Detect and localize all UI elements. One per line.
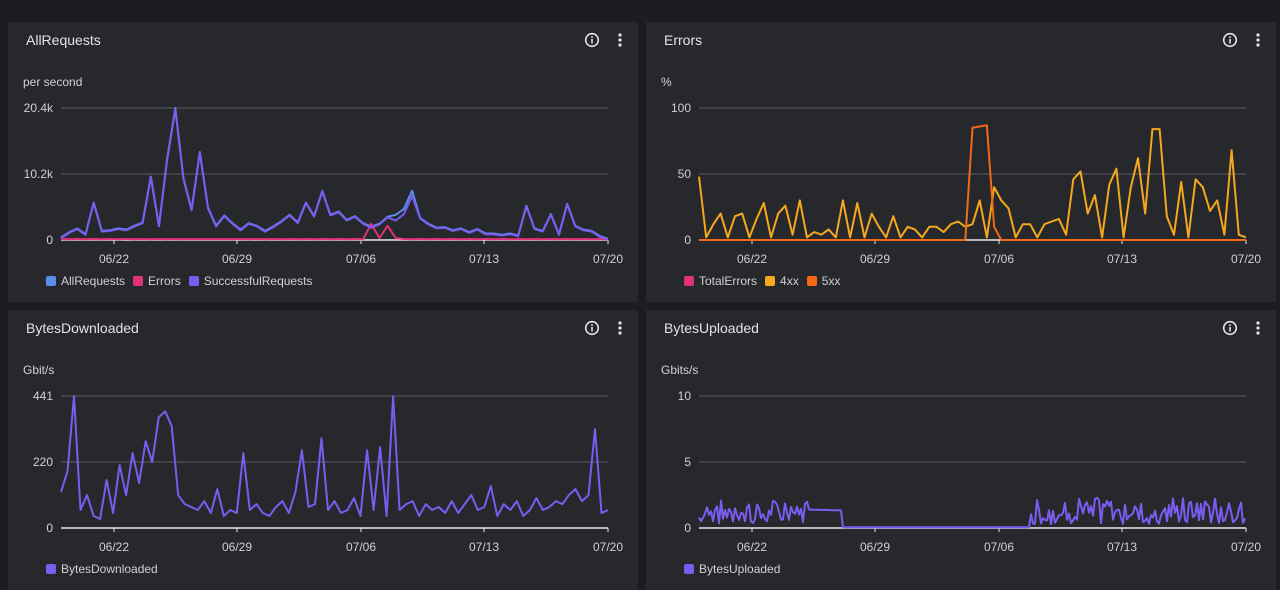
chart-all-requests: 0 10.2k 20.4k 06/22 06/29 07/06 07/13 07/20 xyxy=(24,101,624,266)
legend-label: SuccessfulRequests xyxy=(203,274,313,288)
legend-label: TotalErrors xyxy=(699,274,758,288)
y-axis-unit: per second xyxy=(23,75,83,89)
more-vert-icon[interactable] xyxy=(610,318,630,338)
panel-title: BytesDownloaded xyxy=(26,320,139,336)
y-tick-label: 10 xyxy=(678,389,692,403)
legend-item[interactable]: 4xx xyxy=(765,274,799,288)
panel-bytes-uploaded: BytesUploaded Gbits/s 0 5 10 06/22 06/29 07/0… xyxy=(646,310,1276,590)
x-tick-label: 06/29 xyxy=(222,540,252,554)
y-tick-label: 0 xyxy=(684,521,691,535)
y-tick-label: 20.4k xyxy=(24,101,54,115)
legend-item[interactable]: 5xx xyxy=(806,274,841,288)
panel-title: Errors xyxy=(664,32,703,48)
legend-swatch xyxy=(806,276,817,286)
chart-errors: 0 50 100 06/22 06/29 07/06 07/13 07/20 xyxy=(671,101,1261,266)
x-tick-label: 06/22 xyxy=(737,540,767,554)
y-tick-label: 0 xyxy=(46,233,53,247)
legend-swatch xyxy=(133,276,144,286)
x-tick-label: 07/20 xyxy=(1231,252,1261,266)
panel-all-requests: AllRequests per second 0 10.2k 20.4k 06/22 0… xyxy=(8,22,638,302)
legend-label: 5xx xyxy=(821,274,841,288)
series-line-bytesuploaded xyxy=(698,496,1246,529)
info-icon[interactable] xyxy=(1220,318,1240,338)
legend-label: 4xx xyxy=(780,274,799,288)
x-tick-label: 07/20 xyxy=(1231,540,1261,554)
legend: TotalErrors 4xx 5xx xyxy=(684,274,840,288)
legend-swatch xyxy=(684,276,694,286)
y-tick-label: 100 xyxy=(671,101,691,115)
y-tick-label: 10.2k xyxy=(24,167,54,181)
y-axis-unit: Gbits/s xyxy=(661,363,699,377)
legend: BytesDownloaded xyxy=(46,562,158,576)
legend-swatch xyxy=(765,276,776,286)
y-axis-unit: % xyxy=(661,75,672,89)
series-line-successfulrequests xyxy=(60,108,609,241)
x-tick-label: 07/20 xyxy=(593,540,623,554)
y-tick-label: 0 xyxy=(684,233,691,247)
legend: BytesUploaded xyxy=(684,562,780,576)
legend-item[interactable]: AllRequests xyxy=(46,274,125,288)
legend-swatch xyxy=(46,276,56,286)
x-tick-label: 06/29 xyxy=(222,252,252,266)
x-tick-label: 07/20 xyxy=(593,252,623,266)
x-tick-label: 06/22 xyxy=(737,252,767,266)
x-tick-label: 06/22 xyxy=(99,252,129,266)
legend-swatch xyxy=(46,564,56,574)
panel-errors: Errors % 0 50 100 06/22 06/29 07/06 07/13 07/20… xyxy=(646,22,1276,302)
x-tick-label: 06/29 xyxy=(860,252,890,266)
x-tick-label: 07/06 xyxy=(984,540,1014,554)
legend: AllRequests Errors SuccessfulRequests xyxy=(46,274,312,288)
info-icon[interactable] xyxy=(582,318,602,338)
legend-swatch xyxy=(188,276,199,286)
y-tick-label: 5 xyxy=(684,455,691,469)
more-vert-icon[interactable] xyxy=(1248,318,1268,338)
y-axis-unit: Gbit/s xyxy=(23,363,55,377)
chart-bytes-downloaded: 0 220 441 06/22 06/29 07/06 07/13 07/20 xyxy=(33,389,623,554)
panel-bytes-downloaded: BytesDownloaded Gbit/s 0 220 441 06/22 06/29… xyxy=(8,310,638,590)
x-tick-label: 06/29 xyxy=(860,540,890,554)
info-icon[interactable] xyxy=(1220,30,1240,50)
series-line-bytesdownloaded xyxy=(60,395,609,520)
legend-label: BytesUploaded xyxy=(699,562,781,576)
x-tick-label: 07/13 xyxy=(469,540,499,554)
y-tick-label: 50 xyxy=(678,167,692,181)
legend-item[interactable]: BytesDownloaded xyxy=(46,562,158,576)
x-tick-label: 07/13 xyxy=(1107,540,1137,554)
more-vert-icon[interactable] xyxy=(610,30,630,50)
x-tick-label: 07/06 xyxy=(346,252,376,266)
more-vert-icon[interactable] xyxy=(1248,30,1268,50)
legend-item[interactable]: TotalErrors xyxy=(684,274,757,288)
chart-bytes-uploaded: 0 5 10 06/22 06/29 07/06 07/13 07/20 xyxy=(678,389,1262,554)
series-line-5xx xyxy=(699,124,1246,241)
x-tick-label: 07/13 xyxy=(1107,252,1137,266)
y-tick-label: 220 xyxy=(33,455,53,469)
y-tick-label: 0 xyxy=(46,521,53,535)
y-tick-label: 441 xyxy=(33,389,53,403)
series-line-4xx xyxy=(698,128,1247,239)
legend-label: BytesDownloaded xyxy=(61,562,158,576)
info-icon[interactable] xyxy=(582,30,602,50)
series-line-errors xyxy=(60,222,609,241)
x-tick-label: 06/22 xyxy=(99,540,129,554)
panel-title: AllRequests xyxy=(26,32,101,48)
x-tick-label: 07/06 xyxy=(346,540,376,554)
x-tick-label: 07/13 xyxy=(469,252,499,266)
legend-item[interactable]: SuccessfulRequests xyxy=(188,274,313,288)
legend-item[interactable]: BytesUploaded xyxy=(684,562,780,576)
legend-swatch xyxy=(684,564,694,574)
x-tick-label: 07/06 xyxy=(984,252,1014,266)
panel-title: BytesUploaded xyxy=(664,320,759,336)
legend-label: AllRequests xyxy=(61,274,126,288)
legend-item[interactable]: Errors xyxy=(133,274,181,288)
legend-label: Errors xyxy=(148,274,181,288)
